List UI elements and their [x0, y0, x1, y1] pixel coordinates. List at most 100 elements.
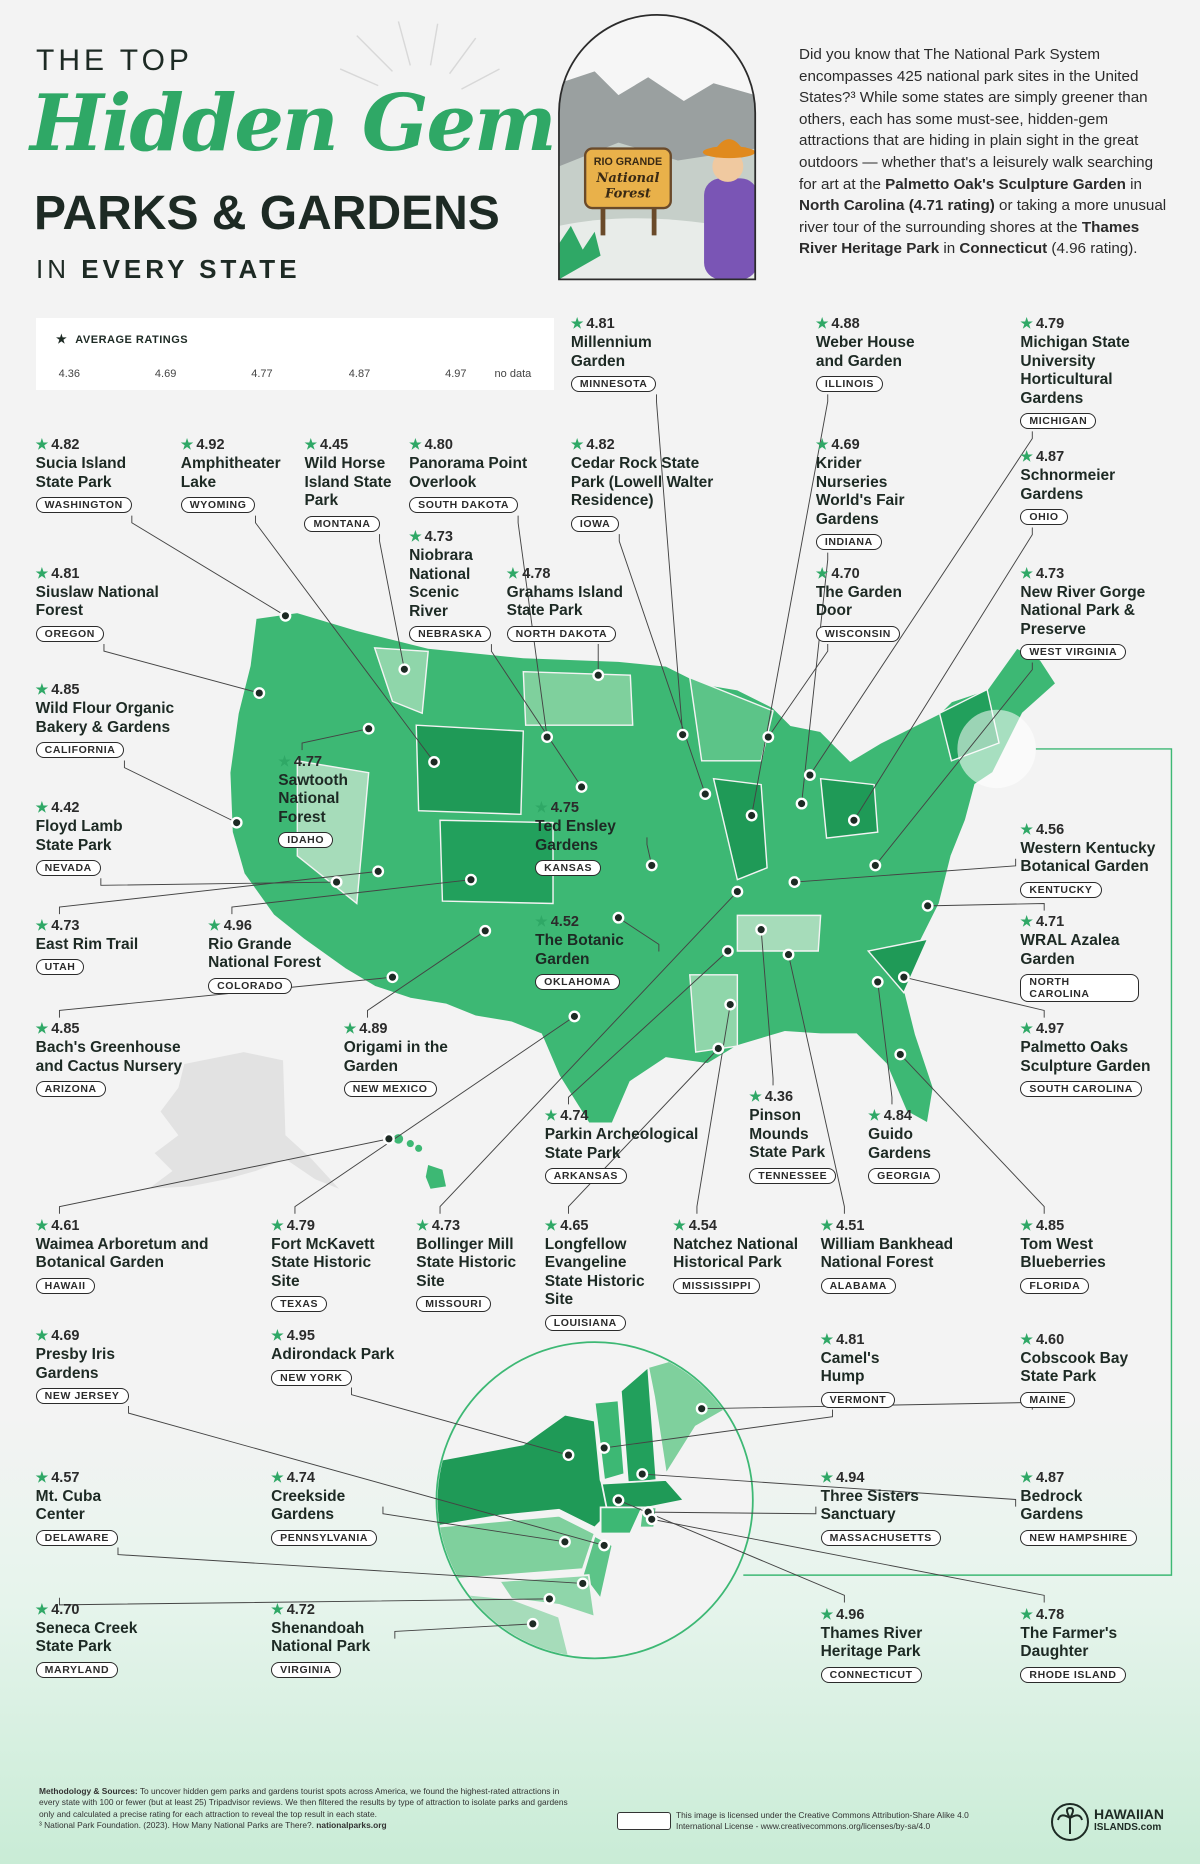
- intro-text: Connecticut: [959, 240, 1048, 258]
- leader-line: [646, 837, 653, 866]
- leader-line: [58, 1138, 389, 1214]
- location-dot: [382, 1132, 395, 1145]
- park-name: Longfellow Evangeline State Historic Sit…: [544, 1235, 645, 1309]
- rating: 4.92: [181, 436, 294, 453]
- entry: 4.36 Pinson Mounds State Park TENNESSEE: [749, 1088, 844, 1184]
- location-dot: [543, 1592, 556, 1605]
- title-sub-prefix: IN: [36, 254, 70, 284]
- entry: 4.74 Parkin Archeological State Park ARKAN…: [544, 1107, 717, 1185]
- park-name: New River Gorge National Park & Preserve: [1020, 583, 1146, 638]
- leader-line: [103, 644, 260, 694]
- leader-line: [618, 534, 706, 795]
- park-name: WRAL Azalea Garden: [1020, 932, 1120, 968]
- zoom-connector: [743, 748, 1173, 1576]
- entry: 4.80 Panorama Point Overlook SOUTH DAKOTA: [409, 436, 546, 514]
- entry: 4.71 WRAL Azalea Garden NORTH CAROLINA: [1020, 913, 1140, 1003]
- state-tag: SOUTH CAROLINA: [1020, 1081, 1142, 1098]
- state-tag: UTAH: [35, 959, 85, 976]
- state-tag: VIRGINIA: [271, 1661, 341, 1678]
- leader-line: [567, 950, 729, 1105]
- title-main: PARKS & GARDENS: [34, 187, 500, 240]
- state-tag: CONNECTICUT: [820, 1666, 922, 1683]
- intro-text: Palmetto Oak's Sculpture Garden: [885, 175, 1126, 193]
- location-dot: [712, 1042, 725, 1055]
- entry: 4.87 Schnormeier Gardens OHIO: [1020, 448, 1139, 526]
- state-tag: LOUISIANA: [544, 1314, 626, 1331]
- entry: 4.75 Ted Ensley Gardens KANSAS: [535, 799, 642, 877]
- entry: 4.85 Wild Flour Organic Bakery & Gardens C…: [35, 681, 226, 759]
- rating: 4.89: [344, 1020, 451, 1037]
- state-tag: KANSAS: [535, 860, 602, 877]
- park-name: Rio Grande National Forest: [208, 935, 321, 972]
- leader-line: [301, 728, 369, 751]
- legend-no-data-label: no data: [494, 368, 532, 380]
- rating: 4.78: [507, 565, 650, 582]
- state-tag: IDAHO: [278, 832, 334, 849]
- entry: 4.79 Michigan State University Horticultu…: [1020, 315, 1153, 430]
- entry: 4.89 Origami in the Garden NEW MEXICO: [343, 1020, 451, 1098]
- park-name: Palmetto Oaks Sculpture Garden: [1020, 1039, 1151, 1075]
- leader-line: [351, 1387, 569, 1456]
- rating: 4.73: [36, 917, 167, 934]
- illustration: RIO GRANDE National Forest: [558, 14, 756, 280]
- legend-title: AVERAGE RATINGS: [56, 332, 188, 346]
- park-name: East Rim Trail: [35, 935, 139, 953]
- park-name: Wild Horse Island State Park: [304, 455, 392, 510]
- park-name: The Farmer's Daughter: [1020, 1624, 1118, 1661]
- logo-line: ISLANDS.com: [1094, 1822, 1162, 1833]
- park-name: Michigan State University Horticultural …: [1020, 334, 1130, 407]
- location-dot: [592, 669, 605, 682]
- state-tag: MISSOURI: [416, 1296, 491, 1313]
- park-name: Cobscook Bay State Park: [1020, 1349, 1129, 1386]
- state-tag: SOUTH DAKOTA: [409, 497, 519, 514]
- park-name: Fort McKavett State Historic Site: [271, 1235, 375, 1290]
- state-tag: TENNESSEE: [749, 1167, 837, 1184]
- location-dot: [330, 876, 343, 889]
- rating: 4.72: [271, 1601, 390, 1618]
- state-tag: NEVADA: [35, 860, 101, 877]
- park-name: Guido Gardens: [868, 1126, 932, 1162]
- leader-line: [656, 394, 684, 735]
- park-name: Parkin Archeological State Park: [544, 1126, 699, 1162]
- leader-line: [567, 1048, 719, 1214]
- state-tag: WYOMING: [180, 497, 256, 514]
- state-tag: PENNSYLVANIA: [271, 1529, 378, 1546]
- leader-line: [394, 1623, 533, 1639]
- state-tag: OHIO: [1020, 509, 1068, 526]
- state-tag: WISCONSIN: [815, 625, 900, 642]
- park-name: Origami in the Garden: [343, 1039, 448, 1075]
- location-dot: [479, 924, 492, 937]
- rating: 4.52: [535, 913, 654, 930]
- park-name: Sucia Island State Park: [35, 455, 127, 491]
- leader-line: [294, 1016, 575, 1214]
- park-name: Presby Iris Gardens: [35, 1346, 115, 1382]
- leader-line: [439, 891, 738, 1214]
- location-dot: [645, 859, 658, 872]
- sign-text: Forest: [604, 186, 651, 201]
- entry: 4.82 Sucia Island State Park WASHINGTON: [35, 436, 143, 514]
- leader-line: [853, 527, 1033, 821]
- state-tag: WEST VIRGINIA: [1020, 644, 1127, 661]
- park-name: Sawtooth National Forest: [278, 771, 349, 826]
- state-tag: NORTH DAKOTA: [506, 625, 617, 642]
- rating: 4.80: [409, 436, 546, 453]
- park-name: The Garden Door: [815, 583, 902, 620]
- leader-lines: [58, 394, 1045, 1639]
- methodology-label: Methodology & Sources:: [39, 1786, 138, 1796]
- state-tag: OKLAHOMA: [535, 974, 620, 991]
- title-top: THE TOP: [36, 44, 193, 77]
- rating: 4.71: [1020, 913, 1139, 930]
- rating: 4.45: [304, 436, 411, 453]
